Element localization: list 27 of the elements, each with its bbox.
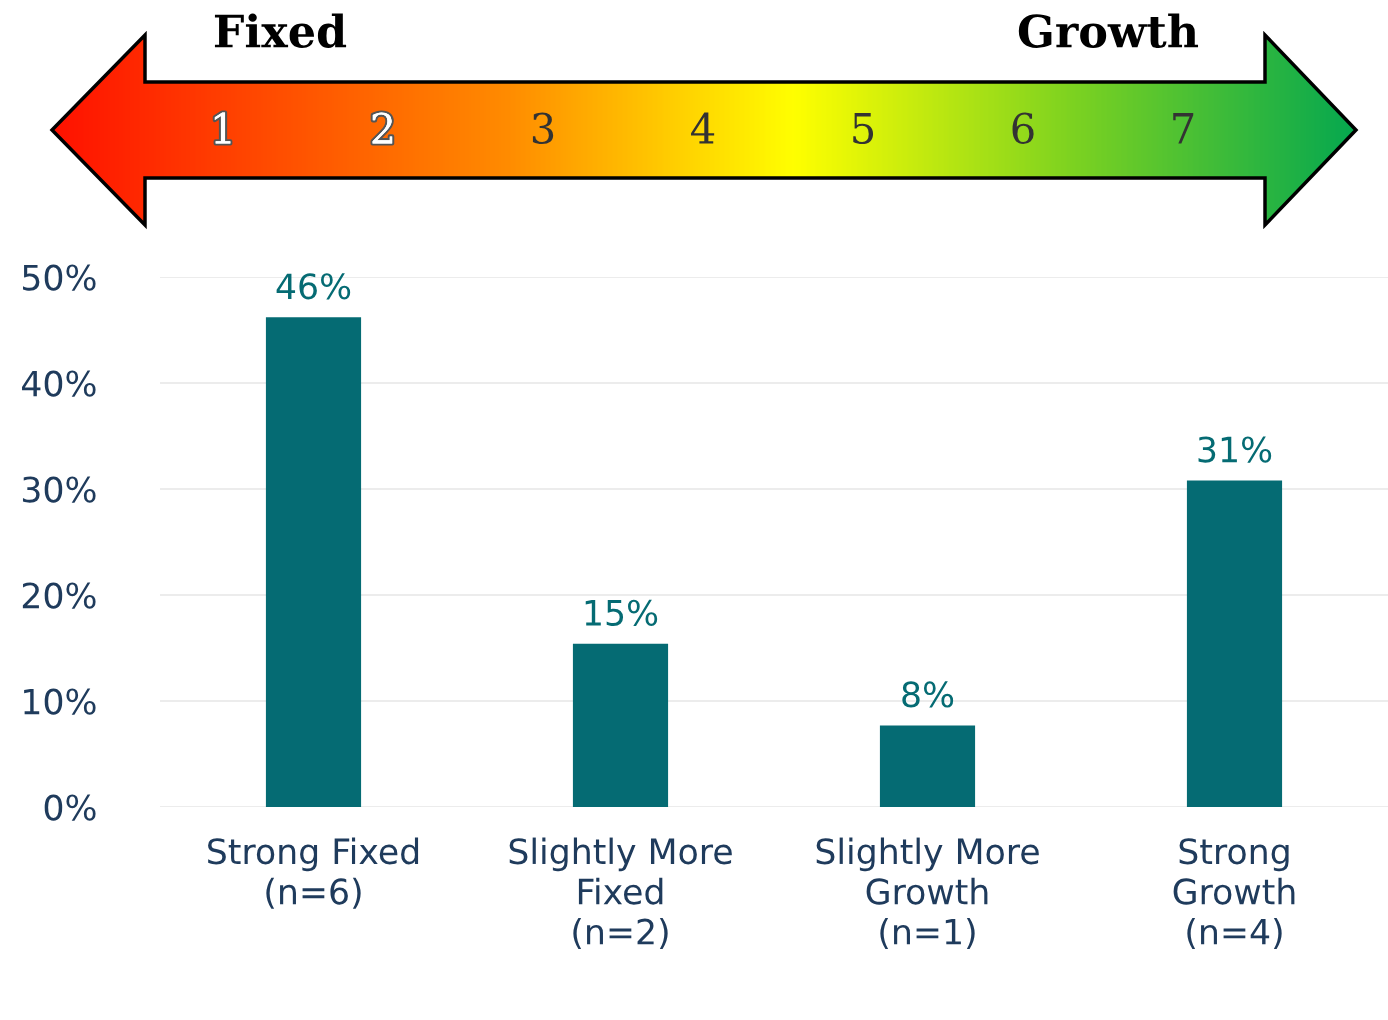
- text: 6: [1012, 112, 1034, 145]
- x-tick-label: Slightly More Growth (n=1): [816, 837, 1039, 949]
- text: 7: [1173, 113, 1194, 144]
- x-tick-label: Strong Fixed (n=6): [208, 837, 419, 909]
- data-label: 31%: [1198, 436, 1272, 463]
- bar: [1186, 480, 1283, 807]
- text: 2: [372, 112, 393, 144]
- text: Fixed: [214, 13, 347, 48]
- y-tick-label: 50%: [23, 264, 96, 291]
- y-tick-label: 40%: [22, 370, 96, 397]
- data-label: 8%: [902, 681, 954, 708]
- y-tick-label: 10%: [24, 688, 96, 715]
- data-label: 46%: [276, 273, 351, 300]
- text: Growth: [1018, 13, 1199, 48]
- text: 1: [214, 112, 231, 144]
- x-tick-label: Strong Growth (n=4): [1173, 838, 1295, 949]
- text: 5: [853, 113, 874, 145]
- y-tick-label: 30%: [22, 476, 96, 503]
- bar: [879, 725, 976, 807]
- data-label: 15%: [585, 599, 658, 626]
- bar: [572, 643, 669, 807]
- y-tick-label: 0%: [44, 794, 96, 821]
- bar: [265, 317, 362, 807]
- x-tick-label: Slightly More Fixed (n=2): [509, 837, 732, 949]
- y-tick-label: 20%: [22, 582, 96, 609]
- text: 4: [691, 112, 715, 144]
- text: 3: [532, 112, 554, 145]
